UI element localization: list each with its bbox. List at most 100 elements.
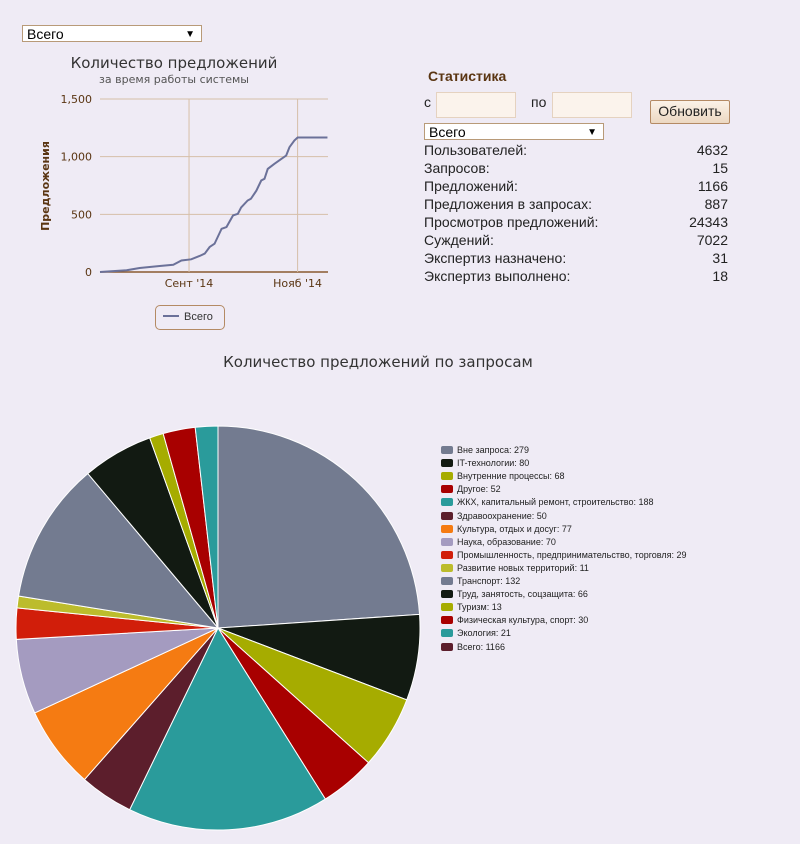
pie-legend-item[interactable]: Всего: 1166 — [441, 641, 505, 654]
to-date-input[interactable] — [552, 92, 632, 118]
pie-legend-item[interactable]: Здравоохранение: 50 — [441, 510, 547, 523]
stat-row: Экспертиз назначено: 31 — [424, 250, 728, 268]
y-tick-label: 0 — [85, 266, 92, 279]
pie-slice[interactable] — [217, 627, 408, 764]
top-filter-select[interactable]: Всего ▼ — [22, 25, 202, 42]
stat-value: 4632 — [696, 142, 728, 158]
pie-legend-item[interactable]: Вне запроса: 279 — [441, 444, 529, 457]
pie-slice[interactable] — [15, 627, 219, 714]
pie-slice[interactable] — [217, 613, 421, 701]
y-tick-label: 1,000 — [61, 151, 93, 164]
pie-slice[interactable] — [16, 595, 219, 629]
pie-slice[interactable] — [194, 425, 219, 629]
stat-label: Предложений: — [424, 178, 518, 194]
legend-label: Промышленность, предпринимательство, тор… — [457, 549, 687, 560]
pie-slice[interactable] — [217, 425, 421, 629]
stat-row: Запросов: 15 — [424, 160, 728, 178]
line-chart-subtitle: за время работы системы — [99, 73, 249, 86]
chevron-down-icon: ▼ — [185, 29, 195, 40]
pie-slice[interactable] — [149, 432, 219, 629]
top-filter-value: Всего — [27, 26, 64, 42]
y-tick-label: 500 — [71, 208, 92, 221]
pie-legend-item[interactable]: Туризм: 13 — [441, 601, 502, 614]
legend-label: Культура, отдых и досуг: 77 — [457, 523, 572, 534]
pie-legend-item[interactable]: Физическая культура, спорт: 30 — [441, 614, 588, 627]
pie-legend-item[interactable]: Промышленность, предпринимательство, тор… — [441, 549, 687, 562]
legend-swatch — [441, 642, 453, 651]
pie-legend-item[interactable]: Культура, отдых и досуг: 77 — [441, 523, 572, 536]
pie-slice[interactable] — [17, 472, 220, 629]
stat-value: 1166 — [697, 178, 728, 194]
legend-label: Экология: 21 — [457, 628, 511, 639]
stats-filter-value: Всего — [429, 124, 466, 140]
legend-label: Всего: 1166 — [457, 641, 505, 652]
stats-title: Статистика — [428, 68, 507, 84]
legend-line-swatch — [163, 315, 179, 317]
legend-swatch — [441, 563, 453, 572]
pie-legend-item[interactable]: Наука, образование: 70 — [441, 536, 556, 549]
legend-label: Вне запроса: 279 — [457, 445, 530, 455]
legend-swatch — [441, 472, 453, 481]
stat-label: Запросов: — [424, 160, 490, 176]
legend-swatch — [441, 459, 453, 468]
pie-chart-title: Количество предложений по запросам — [223, 353, 533, 371]
pie-legend-item[interactable]: Экология: 21 — [441, 627, 511, 640]
stat-row: Предложений: 1166 — [424, 178, 728, 196]
legend-swatch — [441, 550, 453, 559]
stat-value: 887 — [704, 196, 728, 212]
pie-slice[interactable] — [83, 627, 219, 811]
stat-label: Суждений: — [424, 232, 494, 248]
x-tick-label: Сент '14 — [165, 277, 214, 290]
series-line-vsego — [99, 136, 328, 273]
legend-swatch — [441, 446, 453, 454]
legend-swatch — [441, 524, 453, 533]
legend-swatch — [441, 603, 453, 612]
refresh-button[interactable]: Обновить — [650, 100, 730, 124]
line-legend[interactable]: Всего — [155, 305, 225, 330]
pie-slice[interactable] — [15, 607, 219, 640]
stats-filter-select[interactable]: Всего ▼ — [424, 123, 604, 140]
pie-legend-item[interactable]: Труд, занятость, соцзащита: 66 — [441, 588, 588, 601]
stat-row: Просмотров предложений: 24343 — [424, 214, 728, 232]
pie-legend-item[interactable]: Транспорт: 132 — [441, 575, 520, 588]
stat-label: Экспертиз назначено: — [424, 250, 567, 266]
pie-slice[interactable] — [34, 627, 219, 781]
y-tick-label: 1,500 — [61, 93, 93, 106]
pie-legend-item[interactable]: Внутренние процессы: 68 — [441, 470, 565, 483]
legend-label: Туризм: 13 — [457, 602, 502, 613]
x-tick-label: Нояб '14 — [273, 277, 322, 290]
pie-legend-item[interactable]: ЖКХ, капитальный ремонт, строительство: … — [441, 496, 653, 509]
pie-slice[interactable] — [162, 426, 219, 629]
legend-swatch — [441, 498, 453, 507]
legend-swatch — [441, 537, 453, 546]
stat-label: Экспертиз выполнено: — [424, 268, 571, 284]
legend-label: IT-технологии: 80 — [457, 458, 530, 469]
pie-legend-item[interactable]: Другое: 52 — [441, 483, 501, 496]
legend-label: Другое: 52 — [457, 484, 501, 495]
pie-slice[interactable] — [217, 627, 370, 800]
chevron-down-icon: ▼ — [587, 127, 597, 138]
stat-row: Пользователей: 4632 — [424, 142, 728, 160]
pie-legend-item[interactable]: Развитие новых территорий: 11 — [441, 562, 589, 575]
stat-value: 7022 — [696, 232, 728, 248]
legend-label: ЖКХ, капитальный ремонт, строительство: … — [457, 497, 654, 508]
legend-label: Транспорт: 132 — [457, 576, 521, 586]
pie-slice[interactable] — [128, 626, 327, 831]
from-label: с — [424, 94, 431, 110]
legend-swatch — [441, 590, 453, 599]
legend-swatch — [441, 577, 453, 585]
line-chart-title: Количество предложений — [71, 54, 278, 72]
pie-slice[interactable] — [87, 437, 219, 629]
legend-label: Внутренние процессы: 68 — [457, 471, 565, 482]
pie-legend-item[interactable]: IT-технологии: 80 — [441, 457, 529, 470]
stat-row: Экспертиз выполнено: 18 — [424, 268, 728, 286]
stat-label: Просмотров предложений: — [424, 214, 599, 230]
legend-label: Наука, образование: 70 — [457, 536, 556, 547]
stat-label: Предложения в запросах: — [424, 196, 592, 212]
legend-label: Всего — [184, 311, 213, 323]
legend-swatch — [441, 485, 453, 494]
legend-swatch — [441, 511, 453, 520]
stat-value: 31 — [712, 250, 728, 266]
from-date-input[interactable] — [436, 92, 516, 118]
stat-row: Предложения в запросах: 887 — [424, 196, 728, 214]
